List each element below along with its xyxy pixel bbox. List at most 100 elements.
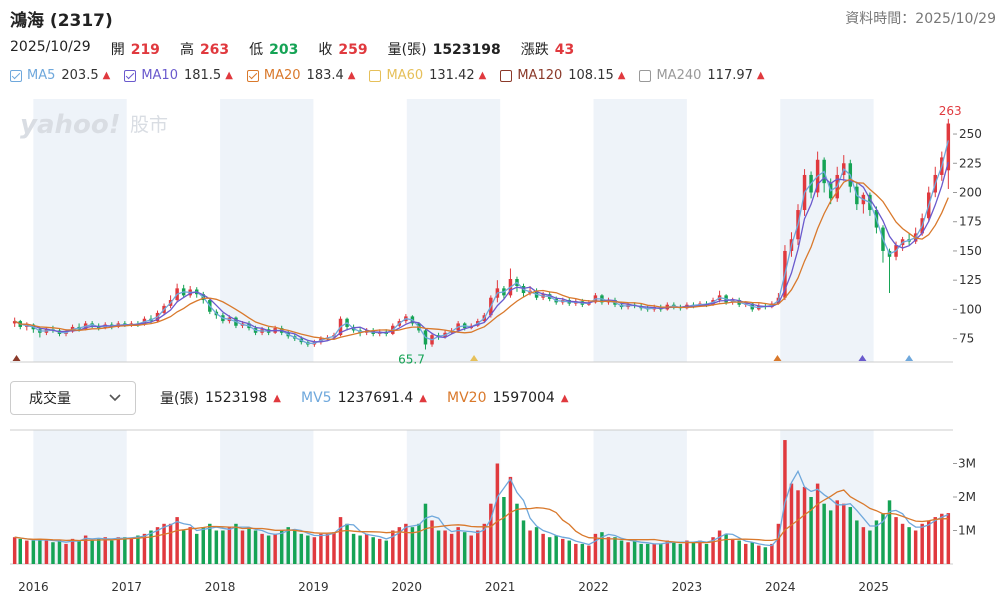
candle-body bbox=[659, 307, 663, 310]
up-arrow-icon: ▲ bbox=[478, 70, 487, 81]
candle-body bbox=[835, 174, 839, 199]
candle-body bbox=[861, 194, 866, 205]
volume-bar bbox=[743, 543, 748, 564]
candle-body bbox=[319, 338, 323, 343]
mv20-line bbox=[14, 489, 949, 544]
volume-bar bbox=[208, 523, 212, 564]
volume-bar bbox=[377, 538, 382, 564]
candle-body bbox=[743, 303, 748, 305]
ma-checkbox[interactable] bbox=[639, 69, 652, 82]
ma10-line bbox=[14, 161, 949, 343]
candle-body bbox=[449, 330, 454, 333]
signal-marker-icon bbox=[905, 355, 914, 361]
candle-body bbox=[580, 301, 585, 305]
volume-bar bbox=[717, 530, 722, 564]
volume-bar bbox=[443, 530, 447, 564]
candle-body bbox=[711, 300, 715, 305]
ma-toggle-ma60[interactable]: MA60 131.42 ▲ bbox=[369, 68, 486, 83]
ma-name: MA120 bbox=[517, 68, 563, 83]
candle-body bbox=[482, 315, 487, 322]
x-tick-label: 2017 bbox=[111, 580, 142, 594]
price-tick-label: 100 bbox=[959, 302, 982, 316]
candle-body bbox=[606, 300, 611, 303]
volume-bar bbox=[240, 530, 245, 564]
ma-checkbox[interactable] bbox=[10, 69, 22, 82]
candle-body bbox=[332, 335, 336, 338]
volume-bar bbox=[704, 543, 709, 564]
volume-bar bbox=[521, 520, 526, 564]
mv5-value: MV5 1237691.4 ▲ bbox=[301, 390, 427, 406]
volume-bar bbox=[665, 540, 670, 564]
ma-checkbox[interactable] bbox=[246, 69, 259, 82]
candle-body bbox=[417, 323, 421, 331]
candle-body bbox=[547, 294, 552, 299]
ma-toggle-ma20[interactable]: MA20 183.4 ▲ bbox=[246, 68, 355, 83]
volume-bar bbox=[371, 537, 375, 564]
ma-toggle-ma10[interactable]: MA10 181.5 ▲ bbox=[124, 68, 233, 83]
candle-body bbox=[587, 302, 591, 305]
volume-bar bbox=[868, 530, 872, 564]
volume-bar bbox=[502, 497, 506, 564]
volume-bar bbox=[253, 530, 258, 564]
quote-low: 低 203 bbox=[249, 42, 299, 58]
volume-bar bbox=[142, 533, 147, 564]
volume-bar bbox=[580, 543, 585, 564]
data-time: 資料時間：2025/10/29 bbox=[845, 11, 996, 27]
volume-bar bbox=[855, 520, 859, 564]
volume-bar bbox=[214, 530, 219, 564]
candle-body bbox=[920, 218, 924, 234]
mv5-line bbox=[14, 469, 949, 547]
volume-bar bbox=[18, 538, 23, 564]
candle-body bbox=[874, 210, 879, 228]
candle-body bbox=[600, 295, 604, 303]
quote-summary: 2025/10/29 開 219 高 263 低 203 收 259 量(張) 15231… bbox=[10, 39, 594, 59]
volume-bar bbox=[685, 540, 689, 564]
ma-checkbox[interactable] bbox=[124, 69, 137, 82]
candle-body bbox=[946, 123, 951, 171]
volume-bar bbox=[436, 530, 441, 564]
x-tick-label: 2019 bbox=[298, 580, 329, 594]
candle-body bbox=[894, 245, 898, 257]
candle-body bbox=[162, 305, 166, 313]
candle-body bbox=[96, 325, 101, 329]
volume-bar bbox=[874, 520, 879, 564]
ma-checkbox[interactable] bbox=[500, 69, 513, 82]
candle-body bbox=[286, 332, 290, 337]
volume-bar bbox=[796, 490, 800, 564]
candle-body bbox=[469, 325, 473, 329]
candle-body bbox=[306, 342, 310, 345]
yahoo-watermark: yahoo! bbox=[20, 110, 121, 140]
price-tick-label: 75 bbox=[959, 332, 974, 346]
ma-value: 181.5 bbox=[183, 68, 222, 83]
volume-bar bbox=[12, 537, 17, 564]
candle-body bbox=[691, 304, 696, 306]
ma-checkbox[interactable] bbox=[369, 69, 382, 82]
candle-body bbox=[155, 312, 160, 322]
ma-toggle-ma120[interactable]: MA120 108.15 ▲ bbox=[500, 68, 625, 83]
volume-bar bbox=[44, 540, 49, 564]
candle-body bbox=[456, 323, 460, 331]
signal-marker-icon bbox=[773, 355, 782, 361]
ma-toggle-ma5[interactable]: MA5 203.5 ▲ bbox=[10, 68, 110, 83]
candle-body bbox=[685, 304, 689, 309]
up-arrow-icon: ▲ bbox=[617, 70, 626, 81]
candle-body bbox=[737, 300, 741, 305]
candle-body bbox=[489, 297, 493, 316]
volume-bar bbox=[234, 523, 238, 564]
volume-bar bbox=[672, 542, 676, 564]
indicator-select[interactable]: 成交量 bbox=[10, 381, 136, 415]
volume-bar bbox=[541, 533, 545, 564]
ma-toggle-ma240[interactable]: MA240 117.97 ▲ bbox=[639, 68, 765, 83]
volume-bar bbox=[227, 527, 232, 564]
candle-body bbox=[234, 317, 238, 326]
volume-bar bbox=[606, 537, 611, 564]
candle-body bbox=[645, 308, 650, 310]
volume-bar bbox=[384, 540, 389, 564]
volume-bar bbox=[417, 523, 421, 564]
candle-body bbox=[900, 239, 905, 246]
volume-bar bbox=[861, 527, 866, 564]
volume-bar bbox=[920, 523, 924, 564]
candle-body bbox=[57, 330, 62, 334]
volume-bar bbox=[358, 535, 362, 564]
